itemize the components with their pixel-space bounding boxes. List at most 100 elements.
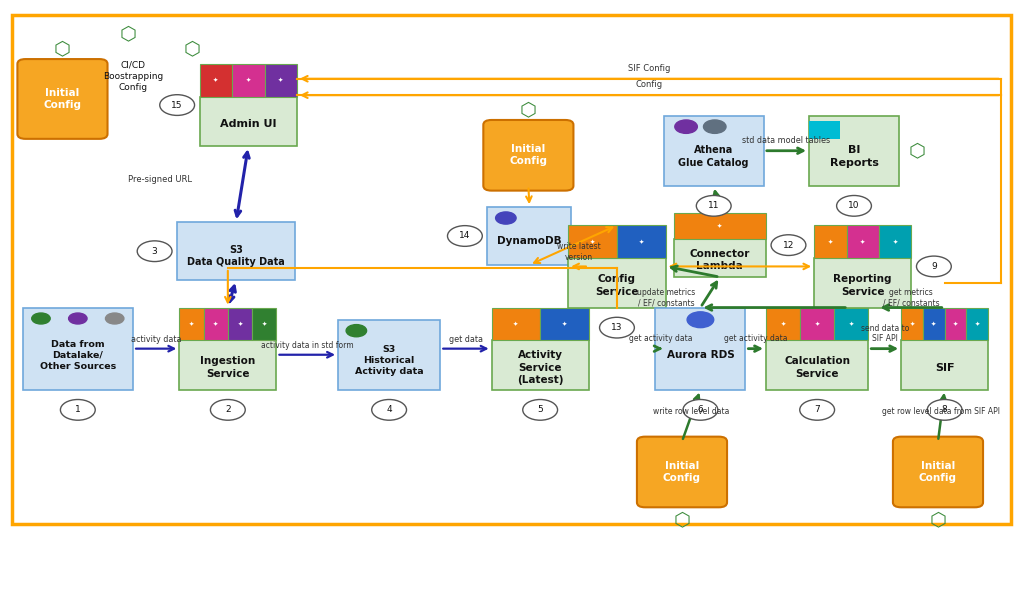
FancyBboxPatch shape xyxy=(674,213,766,239)
FancyBboxPatch shape xyxy=(568,225,616,258)
Text: write latest
version: write latest version xyxy=(557,242,600,262)
Text: get activity data: get activity data xyxy=(629,334,692,343)
FancyBboxPatch shape xyxy=(655,308,745,390)
Circle shape xyxy=(703,120,726,133)
Text: 9: 9 xyxy=(931,262,937,271)
FancyBboxPatch shape xyxy=(814,258,911,308)
Text: Connector
Lambda: Connector Lambda xyxy=(690,248,750,271)
Circle shape xyxy=(447,226,482,247)
FancyBboxPatch shape xyxy=(809,116,899,186)
Text: Admin UI: Admin UI xyxy=(220,119,276,129)
Text: get row level data from SIF API: get row level data from SIF API xyxy=(883,407,1000,415)
FancyBboxPatch shape xyxy=(338,320,440,390)
FancyBboxPatch shape xyxy=(923,308,944,340)
FancyBboxPatch shape xyxy=(835,308,868,340)
Text: activity data: activity data xyxy=(131,335,181,343)
FancyBboxPatch shape xyxy=(893,437,983,507)
FancyBboxPatch shape xyxy=(179,340,276,390)
FancyBboxPatch shape xyxy=(616,225,666,258)
FancyBboxPatch shape xyxy=(766,308,800,340)
Text: ✦: ✦ xyxy=(279,78,284,83)
Text: CI/CD
Boostrapping
Config: CI/CD Boostrapping Config xyxy=(103,61,163,92)
Text: 3: 3 xyxy=(152,247,158,256)
Text: ⬡: ⬡ xyxy=(520,100,537,119)
FancyBboxPatch shape xyxy=(809,121,840,139)
Circle shape xyxy=(210,400,246,420)
Text: 1: 1 xyxy=(75,406,81,414)
Circle shape xyxy=(32,313,50,324)
Text: Reporting
Service: Reporting Service xyxy=(834,274,892,297)
Text: activity data in std form: activity data in std form xyxy=(261,341,353,350)
FancyBboxPatch shape xyxy=(492,308,541,340)
Circle shape xyxy=(105,313,124,324)
Text: Activity
Service
(Latest): Activity Service (Latest) xyxy=(517,350,563,385)
FancyBboxPatch shape xyxy=(492,340,589,390)
Text: ✦: ✦ xyxy=(213,322,218,326)
Text: ✦: ✦ xyxy=(717,224,723,228)
FancyBboxPatch shape xyxy=(766,340,868,390)
Text: ✦: ✦ xyxy=(213,78,218,83)
FancyBboxPatch shape xyxy=(483,120,573,191)
Circle shape xyxy=(771,234,806,256)
Circle shape xyxy=(372,400,407,420)
Text: ✦: ✦ xyxy=(893,239,898,244)
FancyBboxPatch shape xyxy=(674,239,766,277)
Text: ✦: ✦ xyxy=(562,322,567,326)
FancyBboxPatch shape xyxy=(23,308,133,390)
FancyBboxPatch shape xyxy=(252,308,276,340)
Text: ✦: ✦ xyxy=(262,322,267,326)
Text: Aurora RDS: Aurora RDS xyxy=(667,350,734,361)
Text: get activity data: get activity data xyxy=(724,334,787,343)
Text: 4: 4 xyxy=(386,406,392,414)
Circle shape xyxy=(696,195,731,216)
Text: 15: 15 xyxy=(171,100,183,110)
FancyBboxPatch shape xyxy=(179,308,204,340)
Circle shape xyxy=(687,312,714,328)
FancyBboxPatch shape xyxy=(944,308,967,340)
Circle shape xyxy=(928,400,963,420)
Text: ✦: ✦ xyxy=(827,239,833,244)
Text: send data to
SIF API: send data to SIF API xyxy=(860,324,909,343)
FancyBboxPatch shape xyxy=(814,225,847,258)
Text: Config
Service: Config Service xyxy=(595,274,639,297)
Text: ✦: ✦ xyxy=(246,78,251,83)
Circle shape xyxy=(69,313,87,324)
Text: ⬡: ⬡ xyxy=(54,39,71,58)
Text: SIF: SIF xyxy=(935,362,954,373)
Circle shape xyxy=(675,120,697,133)
FancyBboxPatch shape xyxy=(664,116,764,186)
Text: Initial
Config: Initial Config xyxy=(509,144,548,166)
Text: write row level data: write row level data xyxy=(653,407,729,415)
Text: Calculation
Service: Calculation Service xyxy=(784,356,850,379)
Circle shape xyxy=(60,400,95,420)
Text: ⬡: ⬡ xyxy=(184,39,201,58)
FancyBboxPatch shape xyxy=(637,437,727,507)
Text: ✦: ✦ xyxy=(931,322,936,326)
Text: ✦: ✦ xyxy=(780,322,785,326)
Text: get metrics
/ EF/ constants: get metrics / EF/ constants xyxy=(883,288,940,308)
FancyBboxPatch shape xyxy=(901,308,923,340)
Text: ✦: ✦ xyxy=(188,322,194,326)
Text: ✦: ✦ xyxy=(953,322,958,326)
FancyBboxPatch shape xyxy=(541,308,589,340)
Text: SIF Config: SIF Config xyxy=(628,64,671,72)
Circle shape xyxy=(600,317,635,338)
Circle shape xyxy=(522,400,557,420)
Text: ✦: ✦ xyxy=(814,322,820,326)
Text: ⬡: ⬡ xyxy=(909,141,926,160)
Text: ✦: ✦ xyxy=(909,322,914,326)
Text: 6: 6 xyxy=(697,406,703,414)
Text: Initial
Config: Initial Config xyxy=(663,461,701,483)
FancyBboxPatch shape xyxy=(901,340,988,390)
FancyBboxPatch shape xyxy=(200,97,297,146)
Text: BI
Reports: BI Reports xyxy=(829,145,879,167)
Text: S3
Data Quality Data: S3 Data Quality Data xyxy=(187,245,285,267)
Circle shape xyxy=(160,95,195,116)
Text: 13: 13 xyxy=(611,323,623,332)
Text: Athena
Glue Catalog: Athena Glue Catalog xyxy=(679,145,749,167)
FancyBboxPatch shape xyxy=(177,222,295,280)
Text: ✦: ✦ xyxy=(860,239,865,244)
Text: S3
Historical
Activity data: S3 Historical Activity data xyxy=(354,345,424,376)
Text: DynamoDB: DynamoDB xyxy=(497,236,562,245)
Text: Pre-signed URL: Pre-signed URL xyxy=(128,175,193,184)
